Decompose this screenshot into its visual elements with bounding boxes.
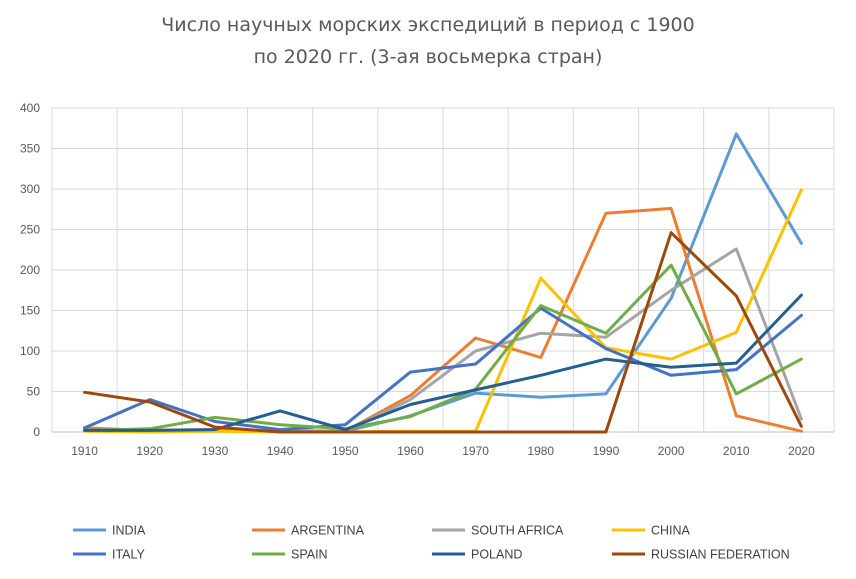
x-tick-label: 2000 — [658, 444, 685, 458]
chart-title: Число научных морских экспедиций в перио… — [161, 14, 695, 36]
chart-subtitle: по 2020 гг. (3-ая восьмерка стран) — [253, 46, 603, 68]
legend-label: POLAND — [471, 548, 522, 562]
series-line-poland — [83, 293, 803, 432]
y-tick-label: 200 — [20, 263, 40, 277]
series-line-spain — [83, 263, 803, 432]
series-line-russian-federation — [83, 231, 803, 434]
x-tick-label: 1960 — [397, 444, 424, 458]
x-tick-label: 1970 — [462, 444, 489, 458]
y-tick-label: 300 — [20, 182, 40, 196]
legend-label: ARGENTINA — [291, 524, 365, 538]
legend-label: RUSSIAN FEDERATION — [651, 548, 790, 562]
x-tick-label: 2010 — [723, 444, 750, 458]
x-tick-label: 1980 — [527, 444, 554, 458]
x-tick-label: 1940 — [267, 444, 294, 458]
x-tick-label: 1930 — [202, 444, 229, 458]
legend-label: SPAIN — [291, 548, 328, 562]
x-tick-label: 1920 — [136, 444, 163, 458]
y-tick-label: 150 — [20, 304, 40, 318]
y-tick-label: 100 — [20, 344, 40, 358]
legend-label: ITALY — [112, 548, 146, 562]
x-tick-label: 1950 — [332, 444, 359, 458]
y-tick-label: 0 — [33, 425, 40, 439]
x-tick-label: 1910 — [71, 444, 98, 458]
y-tick-label: 400 — [20, 101, 40, 115]
y-tick-label: 250 — [20, 223, 40, 237]
x-tick-label: 2020 — [788, 444, 815, 458]
x-tick-label: 1990 — [593, 444, 620, 458]
legend-label: SOUTH AFRICA — [471, 524, 564, 538]
y-tick-label: 50 — [27, 385, 41, 399]
y-tick-label: 350 — [20, 142, 40, 156]
legend-label: CHINA — [651, 524, 691, 538]
legend-label: INDIA — [112, 524, 146, 538]
